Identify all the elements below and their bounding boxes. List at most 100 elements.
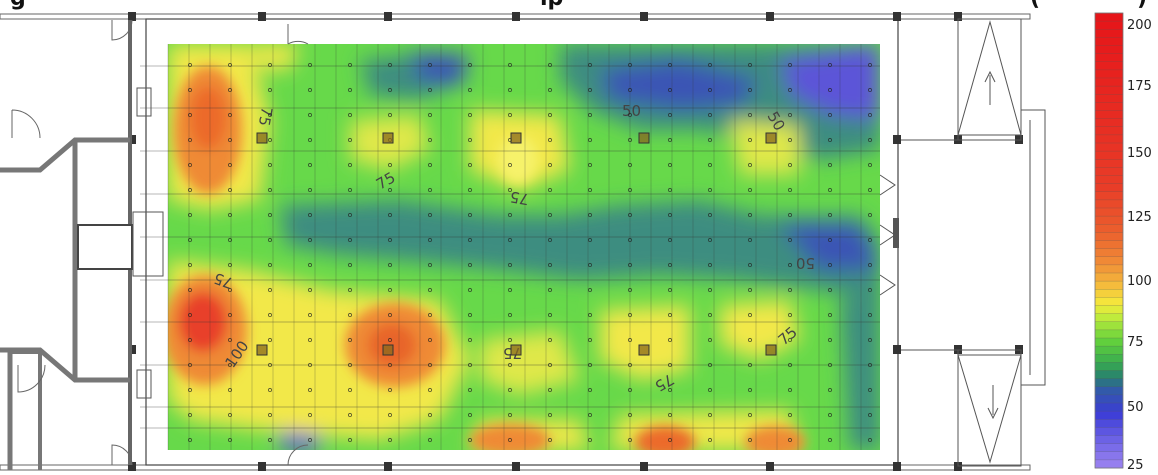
calculation-point — [508, 438, 512, 442]
calculation-point — [628, 363, 632, 367]
calculation-point — [828, 113, 832, 117]
legend-tick-100: 100 — [1127, 274, 1152, 289]
calculation-point — [508, 88, 512, 92]
calculation-point — [788, 63, 792, 67]
calculation-point — [508, 213, 512, 217]
calculation-point — [388, 188, 392, 192]
calculation-point — [868, 113, 872, 117]
calculation-point — [228, 238, 232, 242]
calculation-point — [548, 188, 552, 192]
calculation-point — [668, 163, 672, 167]
calculation-point — [268, 363, 272, 367]
calculation-point — [828, 163, 832, 167]
legend-band — [1095, 216, 1123, 225]
calculation-point — [788, 413, 792, 417]
legend-band — [1095, 273, 1123, 282]
calculation-point — [428, 413, 432, 417]
calculation-point — [628, 338, 632, 342]
calculation-point — [268, 188, 272, 192]
legend-tick-150: 150 — [1127, 146, 1152, 161]
calculation-point — [468, 238, 472, 242]
legend-band — [1095, 240, 1123, 250]
legend-band — [1095, 403, 1123, 412]
legend-band — [1095, 45, 1123, 55]
calculation-point — [228, 213, 232, 217]
calculation-point — [308, 238, 312, 242]
legend-band — [1095, 354, 1123, 363]
calculation-point — [188, 338, 192, 342]
calculation-point — [428, 188, 432, 192]
calculation-point — [508, 238, 512, 242]
legend-band — [1095, 110, 1123, 120]
calculation-point — [428, 138, 432, 142]
illuminance-legend-bar — [1094, 12, 1124, 469]
legend-band — [1095, 94, 1123, 103]
calculation-point — [428, 313, 432, 317]
title-fragment-mid: ip — [540, 0, 563, 11]
calculation-point — [348, 188, 352, 192]
legend-band — [1095, 143, 1123, 152]
calculation-point — [868, 413, 872, 417]
calculation-point — [228, 163, 232, 167]
calculation-point — [708, 113, 712, 117]
calculation-point — [588, 163, 592, 167]
calculation-point — [548, 388, 552, 392]
calculation-point — [828, 388, 832, 392]
legend-band — [1095, 151, 1123, 160]
legend-band — [1095, 13, 1123, 22]
calculation-point — [348, 363, 352, 367]
calculation-point — [388, 388, 392, 392]
calculation-point — [668, 238, 672, 242]
calculation-point — [788, 363, 792, 367]
calculation-point — [748, 113, 752, 117]
calculation-point — [388, 413, 392, 417]
calculation-point — [748, 313, 752, 317]
calculation-point — [868, 163, 872, 167]
calculation-point — [188, 63, 192, 67]
calculation-point — [388, 288, 392, 292]
calculation-point — [308, 413, 312, 417]
calculation-point — [428, 113, 432, 117]
legend-band — [1095, 248, 1123, 258]
calculation-point — [628, 238, 632, 242]
calculation-point — [708, 63, 712, 67]
calculation-point — [228, 188, 232, 192]
calculation-point — [548, 413, 552, 417]
calculation-point — [548, 63, 552, 67]
calculation-point — [588, 288, 592, 292]
calculation-point — [468, 338, 472, 342]
legend-band — [1095, 370, 1123, 380]
luminaire-marker — [510, 344, 522, 356]
legend-band — [1095, 53, 1123, 63]
calculation-point — [468, 213, 472, 217]
calculation-point — [228, 288, 232, 292]
legend-band — [1095, 394, 1123, 404]
luminaire-marker — [638, 132, 650, 144]
calculation-point — [868, 188, 872, 192]
legend-band — [1095, 232, 1123, 241]
calculation-point — [628, 263, 632, 267]
luminaire-marker — [765, 344, 777, 356]
calculation-point — [708, 288, 712, 292]
figure-title-fragments: g ip ( ) — [0, 0, 1158, 16]
luminaire-marker — [382, 132, 394, 144]
calculation-point — [348, 288, 352, 292]
calculation-point — [708, 213, 712, 217]
calculation-point — [588, 238, 592, 242]
legend-band — [1095, 289, 1123, 298]
calculation-point — [308, 263, 312, 267]
legend-frame — [1094, 12, 1124, 469]
legend-tick-175: 175 — [1127, 79, 1152, 94]
luminaire-marker — [765, 132, 777, 144]
calculation-point — [188, 438, 192, 442]
calculation-point — [548, 438, 552, 442]
calculation-point — [188, 113, 192, 117]
calculation-point — [708, 413, 712, 417]
calculation-point — [188, 163, 192, 167]
legend-band — [1095, 435, 1123, 445]
calculation-point — [388, 338, 392, 342]
calculation-point — [828, 263, 832, 267]
calculation-point — [628, 213, 632, 217]
calculation-point — [468, 138, 472, 142]
